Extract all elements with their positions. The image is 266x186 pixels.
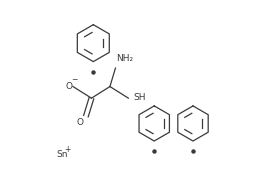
Text: Sn: Sn [56, 150, 68, 159]
Text: NH₂: NH₂ [117, 54, 134, 63]
Text: O: O [77, 118, 84, 127]
Text: −: − [71, 75, 78, 84]
Text: O: O [65, 82, 72, 91]
Text: SH: SH [133, 93, 146, 102]
Text: +: + [65, 145, 71, 154]
